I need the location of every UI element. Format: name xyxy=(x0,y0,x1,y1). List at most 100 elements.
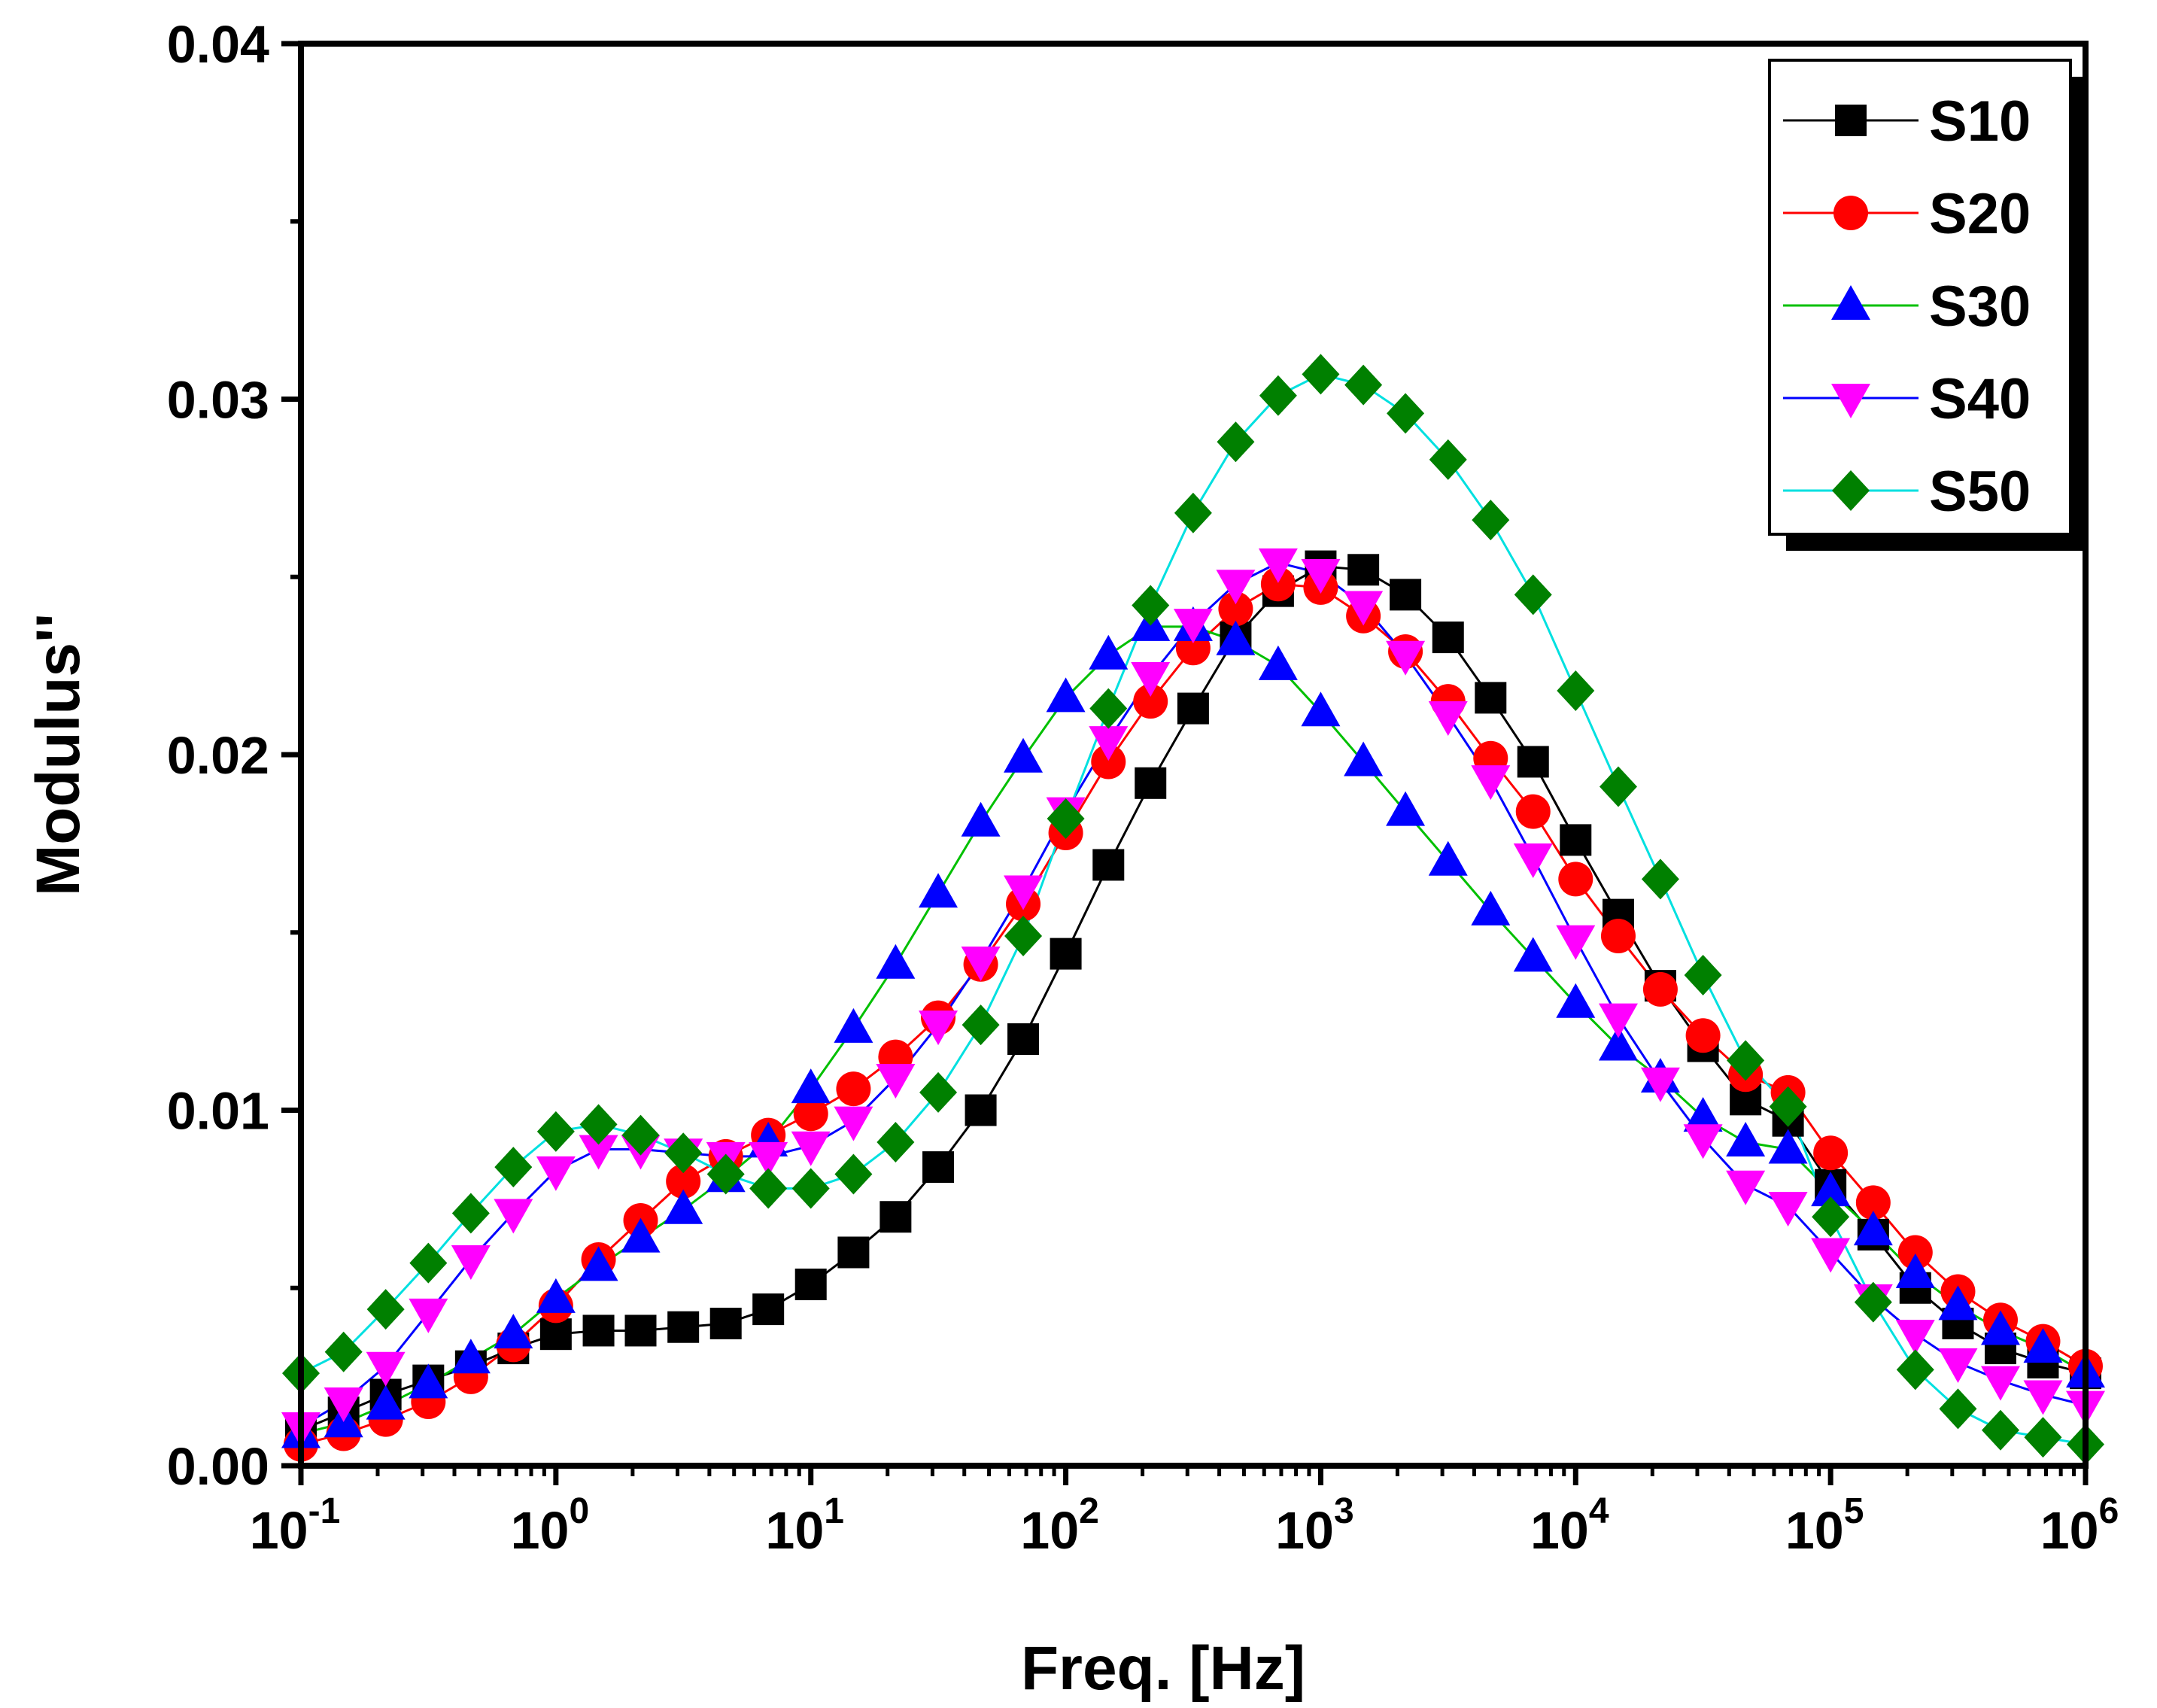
legend-label-s50: S50 xyxy=(1929,460,2031,524)
data-point-s20 xyxy=(1685,1018,1721,1053)
data-point-s40 xyxy=(1301,559,1341,594)
data-point-s50 xyxy=(706,1153,745,1195)
data-point-s30 xyxy=(919,873,958,908)
data-point-s40 xyxy=(1895,1320,1935,1355)
data-point-s50 xyxy=(1472,500,1510,541)
data-point-s50 xyxy=(1132,585,1170,626)
data-point-s40 xyxy=(1726,1170,1766,1205)
data-point-s40 xyxy=(1556,925,1596,960)
x-tick-label: 10-1 xyxy=(250,1491,341,1560)
data-point-s20 xyxy=(1091,744,1126,780)
data-point-s50 xyxy=(1047,798,1085,840)
data-point-s10 xyxy=(1177,692,1209,725)
data-point-s30 xyxy=(366,1384,406,1420)
data-point-s10 xyxy=(794,1269,827,1301)
data-point-s40 xyxy=(324,1387,363,1422)
data-point-s30 xyxy=(664,1189,703,1224)
data-point-s30 xyxy=(1980,1310,2020,1345)
data-point-s50 xyxy=(1344,364,1383,406)
data-point-s30 xyxy=(1216,620,1256,655)
x-tick-label: 100 xyxy=(511,1491,590,1560)
data-point-s30 xyxy=(1004,737,1044,773)
x-tick-label: 103 xyxy=(1275,1491,1354,1560)
data-point-s50 xyxy=(1217,421,1255,463)
legend-marker-s40 xyxy=(1831,384,1870,418)
data-point-s20 xyxy=(1558,862,1593,897)
data-point-s40 xyxy=(1513,843,1553,879)
data-point-s50 xyxy=(324,1331,363,1372)
data-point-s30 xyxy=(1768,1129,1808,1164)
data-point-s10 xyxy=(880,1201,912,1233)
y-tick-label: 0.01 xyxy=(167,1082,269,1141)
legend-marker-s10 xyxy=(1835,105,1867,136)
data-point-s40 xyxy=(494,1199,533,1234)
y-axis-title: Modulus'' xyxy=(24,613,93,896)
data-point-s30 xyxy=(834,1007,873,1043)
data-point-s20 xyxy=(1855,1185,1891,1220)
data-point-s50 xyxy=(1854,1281,1892,1323)
data-point-s50 xyxy=(1599,766,1637,807)
data-point-s50 xyxy=(791,1168,830,1209)
data-point-s20 xyxy=(1642,971,1678,1007)
data-point-s20 xyxy=(1600,918,1636,953)
data-point-s40 xyxy=(1216,570,1256,605)
data-point-s20 xyxy=(836,1071,871,1107)
data-point-s50 xyxy=(1302,354,1340,395)
data-point-s40 xyxy=(1428,701,1468,737)
data-point-s40 xyxy=(1386,640,1426,676)
data-point-s10 xyxy=(539,1318,572,1351)
data-point-s10 xyxy=(837,1236,870,1269)
data-point-s30 xyxy=(451,1339,491,1374)
data-point-s10 xyxy=(922,1151,955,1184)
data-point-s30 xyxy=(1683,1096,1723,1132)
data-point-s50 xyxy=(579,1104,618,1145)
data-point-s40 xyxy=(749,1141,788,1177)
data-point-s40 xyxy=(834,1106,873,1141)
data-point-s30 xyxy=(1471,890,1511,925)
data-point-s30 xyxy=(961,801,1001,837)
data-point-s50 xyxy=(1769,1086,1807,1127)
data-point-s50 xyxy=(1514,574,1552,615)
data-point-s40 xyxy=(1344,591,1384,626)
data-point-s40 xyxy=(1640,1067,1680,1102)
data-point-s40 xyxy=(1258,548,1298,583)
data-point-s50 xyxy=(919,1071,958,1113)
x-tick-label: 101 xyxy=(765,1491,844,1560)
data-point-s30 xyxy=(1726,1122,1766,1157)
data-point-s50 xyxy=(536,1111,575,1152)
data-point-s10 xyxy=(667,1311,700,1343)
x-axis-title: Freq. [Hz] xyxy=(1021,1634,1305,1703)
legend-marker-s50 xyxy=(1832,470,1870,511)
data-point-s50 xyxy=(1981,1409,2019,1451)
data-point-s50 xyxy=(1896,1349,1934,1390)
data-point-s30 xyxy=(1428,840,1468,876)
data-point-s10 xyxy=(1050,938,1082,970)
data-point-s30 xyxy=(1344,741,1384,777)
legend-label-s30: S30 xyxy=(1929,275,2031,339)
data-point-s30 xyxy=(1853,1211,1893,1246)
data-point-s40 xyxy=(1004,875,1044,910)
data-point-s10 xyxy=(1347,554,1380,586)
data-point-s30 xyxy=(409,1363,448,1399)
data-point-s40 xyxy=(1131,662,1171,697)
data-point-s40 xyxy=(1683,1124,1723,1159)
data-point-s40 xyxy=(1980,1366,2020,1401)
data-point-s40 xyxy=(451,1245,491,1280)
data-point-s50 xyxy=(494,1147,533,1188)
data-point-s50 xyxy=(1812,1196,1850,1238)
data-point-s30 xyxy=(876,944,916,979)
data-point-s50 xyxy=(876,1122,915,1163)
data-point-s40 xyxy=(791,1131,831,1166)
data-point-s40 xyxy=(536,1156,576,1191)
legend-marker-s30 xyxy=(1831,285,1870,320)
data-point-s30 xyxy=(579,1246,618,1281)
data-point-s30 xyxy=(1513,937,1553,972)
x-tick-label: 102 xyxy=(1020,1491,1099,1560)
data-point-s50 xyxy=(1557,670,1595,711)
legend-box xyxy=(1768,59,2072,536)
legend-label-s10: S10 xyxy=(1929,90,2031,153)
data-point-s10 xyxy=(1432,622,1464,654)
data-point-s20 xyxy=(1260,567,1296,602)
data-point-s30 xyxy=(494,1314,533,1349)
